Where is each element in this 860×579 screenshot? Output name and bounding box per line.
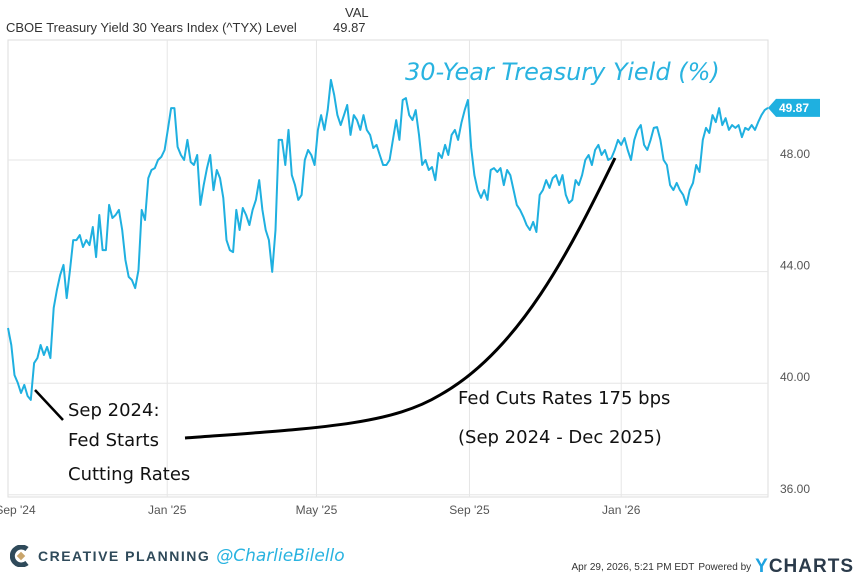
yield-line — [7, 78, 769, 401]
val-heading: VAL — [345, 5, 369, 20]
annotation-left-line1: Sep 2024: — [68, 400, 160, 421]
brand-name: CREATIVE PLANNING — [38, 548, 211, 564]
x-tick-label: Jan '25 — [148, 503, 187, 517]
annotation-right-line1: Fed Cuts Rates 175 bps — [458, 388, 670, 409]
y-tick-label: 40.00 — [780, 370, 810, 384]
powered-by: Powered by — [698, 561, 752, 573]
x-tick-label: Jan '26 — [602, 503, 641, 517]
y-tick-label: 48.00 — [780, 147, 810, 161]
yield-chart: 36.00 40.00 44.00 48.00 Sep '24 Jan '25 May '… — [0, 39, 820, 517]
annotation-left-line2: Fed Starts — [68, 430, 159, 451]
last-value-flag: 49.87 — [768, 98, 820, 117]
footer-info: Apr 29, 2026, 5:21 PM EDT Powered by YCH… — [571, 556, 854, 578]
y-tick-label: 44.00 — [780, 259, 810, 273]
series-label: CBOE Treasury Yield 30 Years Index (^TYX… — [6, 20, 297, 35]
ycharts-logo: YCHARTS — [755, 556, 854, 577]
x-tick-label: Sep '24 — [0, 503, 36, 517]
val-value: 49.87 — [333, 20, 366, 35]
annotation-pointer-sep-2024 — [34, 389, 64, 421]
x-tick-label: Sep '25 — [449, 503, 490, 517]
annotation-curve-rate-cuts — [184, 157, 617, 440]
brand-block: CREATIVE PLANNING @CharlieBilello — [10, 545, 345, 567]
annotation-right-line2: (Sep 2024 - Dec 2025) — [458, 427, 662, 448]
last-value-label: 49.87 — [779, 101, 809, 115]
creative-planning-logo-icon — [10, 545, 29, 567]
timestamp: Apr 29, 2026, 5:21 PM EDT — [571, 561, 695, 573]
chart-title: 30-Year Treasury Yield (%) — [405, 58, 720, 86]
y-tick-label: 36.00 — [780, 482, 810, 496]
plot-frame — [7, 39, 769, 498]
annotation-left-line3: Cutting Rates — [68, 464, 190, 485]
author-handle: @CharlieBilello — [216, 546, 345, 566]
x-tick-label: May '25 — [296, 503, 338, 517]
